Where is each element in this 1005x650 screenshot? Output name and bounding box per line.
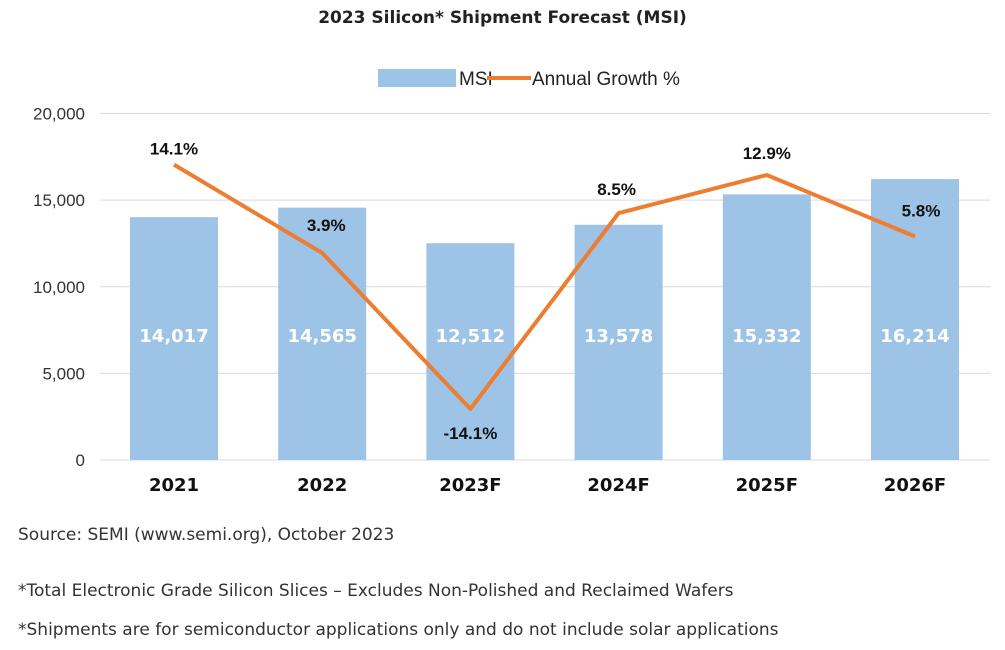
line-data-label: 5.8% <box>902 202 941 221</box>
x-tick-label: 2023F <box>439 475 501 496</box>
footnote-2: *Shipments are for semiconductor applica… <box>18 620 779 640</box>
bar-data-label: 14,565 <box>287 326 356 347</box>
line-data-label: 14.1% <box>150 140 198 159</box>
line-data-label: -14.1% <box>443 424 497 443</box>
bar <box>278 207 367 460</box>
y-tick-label: 5,000 <box>42 364 85 383</box>
bar <box>722 194 811 460</box>
bar-data-label: 12,512 <box>436 326 505 347</box>
source-note: Source: SEMI (www.semi.org), October 202… <box>18 525 395 545</box>
x-tick-label: 2024F <box>587 475 649 496</box>
line-data-label: 12.9% <box>743 144 791 163</box>
bar-data-label: 14,017 <box>139 326 208 347</box>
line-data-label: 8.5% <box>597 180 636 199</box>
legend-label-growth: Annual Growth % <box>532 69 680 90</box>
x-tick-label: 2026F <box>884 475 946 496</box>
y-tick-label: 0 <box>76 451 85 470</box>
bar <box>426 243 515 460</box>
x-tick-label: 2025F <box>736 475 798 496</box>
y-tick-label: 10,000 <box>33 278 85 297</box>
bar-data-label: 16,214 <box>880 326 949 347</box>
chart-title: 2023 Silicon* Shipment Forecast (MSI) <box>318 8 687 28</box>
bar-data-label: 13,578 <box>584 326 653 347</box>
y-tick-label: 20,000 <box>33 105 85 124</box>
x-tick-label: 2022 <box>297 475 347 496</box>
line-data-label: 3.9% <box>307 216 346 235</box>
bar <box>574 224 663 460</box>
y-tick-label: 15,000 <box>33 191 85 210</box>
bar <box>130 217 218 460</box>
x-tick-label: 2021 <box>149 475 199 496</box>
legend-label-msi: MSI <box>459 69 493 90</box>
footnote-1: *Total Electronic Grade Silicon Slices –… <box>18 581 734 601</box>
growth-line <box>172 162 916 411</box>
chart: 0 5,000 10,000 15,000 20,000 14,017 14,565 12,5… <box>33 69 990 496</box>
legend-swatch-msi <box>378 69 456 87</box>
bar <box>871 179 959 460</box>
bar-data-label: 15,332 <box>732 326 801 347</box>
